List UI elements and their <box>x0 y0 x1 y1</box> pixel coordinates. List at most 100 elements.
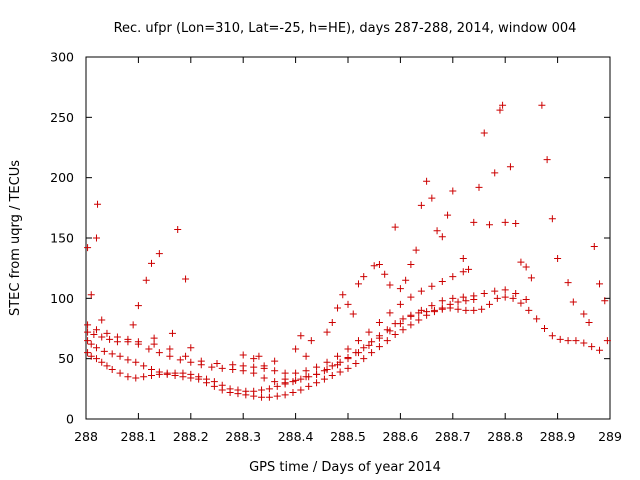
data-point <box>585 318 593 326</box>
plot-frame <box>85 56 611 420</box>
data-point <box>496 106 504 114</box>
data-point <box>203 375 211 383</box>
data-point <box>368 349 376 357</box>
x-tick-label: 288.3 <box>225 429 261 444</box>
data-point <box>438 277 446 285</box>
data-point <box>485 300 493 308</box>
data-point <box>208 363 216 371</box>
data-point <box>465 265 473 273</box>
data-point <box>140 373 148 381</box>
data-point <box>396 300 404 308</box>
data-point <box>84 337 92 345</box>
data-point <box>297 386 305 394</box>
data-point <box>90 331 98 339</box>
data-point <box>569 298 577 306</box>
data-point <box>108 366 116 374</box>
data-point <box>307 337 315 345</box>
data-point <box>182 275 190 283</box>
data-point <box>417 201 425 209</box>
data-point <box>148 366 155 374</box>
data-point <box>250 363 258 371</box>
data-point <box>485 221 493 229</box>
data-point <box>438 304 446 312</box>
data-point <box>344 300 352 308</box>
data-point <box>412 246 420 254</box>
data-point <box>459 268 467 276</box>
data-point <box>302 352 310 360</box>
data-point <box>344 345 352 353</box>
data-point <box>328 318 336 326</box>
y-tick-label: 300 <box>50 50 74 65</box>
data-point <box>176 356 184 364</box>
data-point <box>124 356 132 364</box>
data-point <box>407 293 415 301</box>
data-point <box>512 290 520 298</box>
data-point <box>134 338 142 346</box>
data-point <box>98 316 106 324</box>
data-point <box>328 372 336 380</box>
data-point <box>449 187 457 195</box>
data-point <box>344 355 352 363</box>
data-point <box>258 386 266 394</box>
data-point <box>113 333 121 341</box>
data-point <box>407 312 415 320</box>
data-point <box>289 388 297 396</box>
data-point <box>271 367 279 375</box>
data-point <box>234 386 242 394</box>
data-point <box>239 362 247 370</box>
data-point <box>103 329 111 337</box>
data-point <box>281 369 289 377</box>
data-point <box>134 302 142 310</box>
data-point <box>396 320 404 328</box>
data-point <box>218 364 226 372</box>
data-point <box>168 329 176 337</box>
data-point <box>265 385 273 393</box>
y-tick-label: 250 <box>50 110 74 125</box>
data-point <box>163 369 171 377</box>
chart-title: Rec. ufpr (Lon=310, Lat=-25, h=HE), days… <box>114 21 577 36</box>
y-tick-label: 150 <box>50 231 74 246</box>
data-point <box>108 350 116 358</box>
data-point <box>396 285 404 293</box>
data-point <box>116 369 124 377</box>
data-point <box>538 101 546 109</box>
data-point <box>87 340 95 348</box>
data-point <box>129 321 137 329</box>
data-point <box>365 341 373 349</box>
data-point <box>166 352 174 360</box>
data-point <box>352 359 360 367</box>
data-point <box>148 372 155 380</box>
data-point <box>100 347 108 355</box>
data-point <box>116 352 124 360</box>
data-point <box>459 293 467 301</box>
data-point <box>375 318 383 326</box>
data-point <box>182 352 190 360</box>
x-axis-label: GPS time / Days of year 2014 <box>249 460 441 475</box>
data-point <box>271 378 279 386</box>
data-point <box>383 337 391 345</box>
data-point <box>391 223 399 231</box>
y-tick-label: 200 <box>50 170 74 185</box>
data-point <box>391 331 399 339</box>
data-point <box>449 273 457 281</box>
data-point <box>533 315 541 323</box>
data-point <box>517 299 525 307</box>
data-point <box>297 332 305 340</box>
data-point <box>459 255 467 263</box>
data-point <box>187 344 195 352</box>
data-point <box>564 279 572 287</box>
data-point <box>399 315 407 323</box>
data-point <box>438 297 446 305</box>
data-point <box>92 326 100 334</box>
data-point <box>527 274 535 282</box>
data-point <box>145 345 153 353</box>
data-point <box>360 273 368 281</box>
x-tick-label: 288.5 <box>330 429 366 444</box>
data-point <box>87 352 95 360</box>
data-point <box>430 306 438 314</box>
data-point <box>171 369 179 377</box>
data-point <box>556 335 564 343</box>
data-point <box>588 343 596 351</box>
data-point <box>428 282 436 290</box>
